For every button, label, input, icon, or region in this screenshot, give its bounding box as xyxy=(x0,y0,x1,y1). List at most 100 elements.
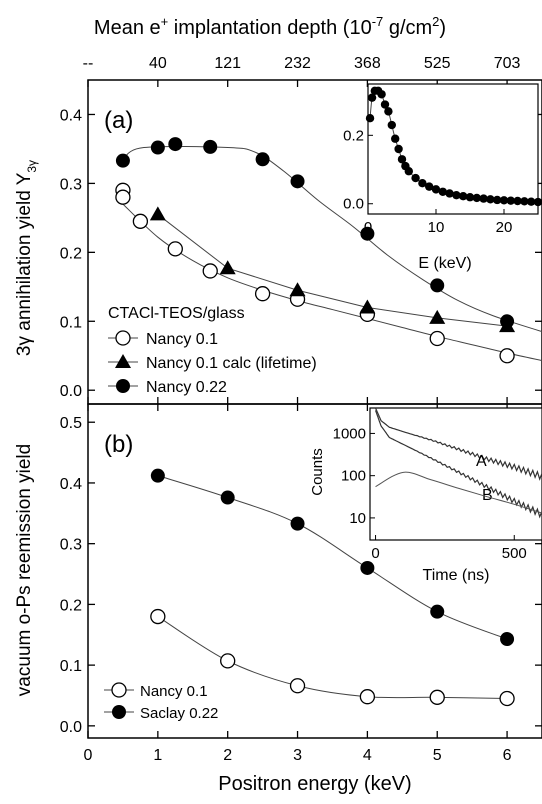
inset-a-point xyxy=(404,167,413,176)
b-data-point-series-0 xyxy=(499,690,515,707)
inset-b-curve-1 xyxy=(374,410,542,519)
b-data-point-series-1 xyxy=(500,632,515,647)
inset-b-curves: AB xyxy=(374,407,542,519)
inset-b-ytick-label: 1000 xyxy=(333,425,366,442)
inset-a-point xyxy=(499,196,509,205)
legend-label-nancy-01: Nancy 0.1 xyxy=(146,331,218,348)
inset-a-point xyxy=(418,179,427,188)
data-point-series-2 xyxy=(500,314,515,329)
inset-a-point xyxy=(472,193,481,203)
fit-line-1 xyxy=(157,214,508,327)
inset-a-points xyxy=(365,86,542,207)
legend-marker-nancy-022 xyxy=(116,379,130,393)
x-tick-label: 1 xyxy=(153,747,162,764)
y-tick-label: 0.0 xyxy=(60,383,82,400)
b-data-point-series-0 xyxy=(359,689,376,705)
data-point-series-2 xyxy=(168,137,183,152)
panel-a-inset: 0 10 20 0.0 0.2 E (keV) xyxy=(343,83,542,272)
legend-marker-nancy-01 xyxy=(115,330,131,346)
inset-a-xtick-label: 20 xyxy=(496,219,513,236)
inset-a-point xyxy=(387,120,396,130)
data-point-series-2 xyxy=(360,226,375,241)
panel-b-y-ticks: 0.0 0.1 0.2 0.3 0.4 0.5 xyxy=(60,415,542,736)
data-point-series-2 xyxy=(115,153,130,168)
top-tick-label: -- xyxy=(83,55,94,72)
inset-a-point xyxy=(533,197,542,207)
b-data-point-series-0 xyxy=(220,653,236,669)
inset-a-ytick-label: 0.2 xyxy=(343,127,364,144)
y-tick-label: 0.1 xyxy=(60,658,82,675)
data-point-series-0 xyxy=(167,241,183,257)
inset-b-ylabel: Counts xyxy=(309,448,326,496)
top-axis-title: Mean e+ implantation depth (10-7 g/cm2) xyxy=(94,14,446,39)
inset-a-xlabel: E (keV) xyxy=(418,255,471,272)
inset-a-point xyxy=(394,144,403,154)
x-tick-label: 3 xyxy=(293,747,302,764)
panel-a-legend: CTACl-TEOS/glass Nancy 0.1 Nancy 0.1 cal… xyxy=(108,305,317,396)
data-point-series-2 xyxy=(290,174,305,189)
y-tick-label: 0.2 xyxy=(60,597,82,614)
panel-a-label: (a) xyxy=(104,107,133,134)
top-tick-label: 525 xyxy=(424,55,451,72)
inset-a-point xyxy=(459,192,468,201)
top-tick-label: 121 xyxy=(214,55,241,72)
inset-a-point xyxy=(397,155,407,164)
data-point-series-0 xyxy=(499,348,515,364)
x-tick-label: 4 xyxy=(363,747,372,764)
y-tick-label: 0.1 xyxy=(60,314,82,331)
b-data-point-series-1 xyxy=(290,516,305,531)
legend-marker-b-saclay xyxy=(112,705,126,719)
top-tick-label: 40 xyxy=(149,55,167,72)
inset-b-xlabel: Time (ns) xyxy=(423,567,490,584)
data-point-series-2 xyxy=(430,278,445,293)
legend-title: CTACl-TEOS/glass xyxy=(108,305,245,322)
panel-a-ylabel: 3γ annihilation yield Y3γ xyxy=(14,160,39,356)
y-tick-label: 0.4 xyxy=(60,476,82,493)
inset-a-point xyxy=(377,90,386,99)
inset-a-point xyxy=(431,185,441,194)
data-point-series-0 xyxy=(254,286,271,302)
y-tick-label: 0.3 xyxy=(60,537,82,554)
top-tick-label: 368 xyxy=(354,55,381,72)
y-tick-label: 0.5 xyxy=(60,415,82,432)
top-tick-label: 232 xyxy=(284,55,311,72)
data-point-series-1 xyxy=(359,299,376,314)
inset-b-ytick-label: 100 xyxy=(341,468,366,485)
legend-label-nancy-01-calc: Nancy 0.1 calc (lifetime) xyxy=(146,355,317,372)
data-point-series-1 xyxy=(289,282,306,297)
top-axis-ticks: -- 40 121 232 368 525 703 xyxy=(83,55,521,72)
panel-b-label: (b) xyxy=(104,431,133,458)
inset-b-curve-label: A xyxy=(476,453,487,470)
inset-a-point xyxy=(391,134,400,143)
panel-a-data-points xyxy=(115,137,516,364)
inset-b-fit-curve xyxy=(375,471,542,514)
y-tick-label: 0.2 xyxy=(60,245,82,262)
inset-a-point xyxy=(445,189,454,198)
data-point-series-0 xyxy=(132,213,149,229)
inset-a-point xyxy=(479,194,488,203)
inset-b-curve-0 xyxy=(374,407,542,481)
panel-b-frame xyxy=(87,403,542,739)
panel-b-data-points xyxy=(150,468,515,707)
inset-b-curve-label: B xyxy=(482,487,493,504)
b-data-point-series-0 xyxy=(429,689,445,705)
b-data-point-series-0 xyxy=(150,608,166,625)
data-point-series-1 xyxy=(429,309,446,324)
inset-a-point xyxy=(452,190,461,200)
inset-a-point xyxy=(527,197,536,206)
inset-a-point xyxy=(465,193,475,202)
inset-b-xtick-label: 500 xyxy=(502,545,527,562)
data-point-series-0 xyxy=(115,189,131,205)
inset-a-point xyxy=(493,195,502,205)
inset-a-point xyxy=(380,100,390,109)
panel-b: (b) vacuum o-Ps reemission yield 0.00.10… xyxy=(14,403,542,764)
b-data-point-series-1 xyxy=(360,560,375,575)
inset-a-ticks: 0 10 20 0.0 0.2 xyxy=(343,127,512,236)
panel-a: (a) 3γ annihilation yield Y3γ 0.00.10.20… xyxy=(14,79,542,405)
inset-a-point xyxy=(506,196,515,205)
inset-a-point xyxy=(411,173,420,183)
inset-a-point xyxy=(384,107,393,116)
inset-a-point xyxy=(365,114,375,123)
panel-b-legend: Nancy 0.1 Saclay 0.22 xyxy=(104,682,218,722)
